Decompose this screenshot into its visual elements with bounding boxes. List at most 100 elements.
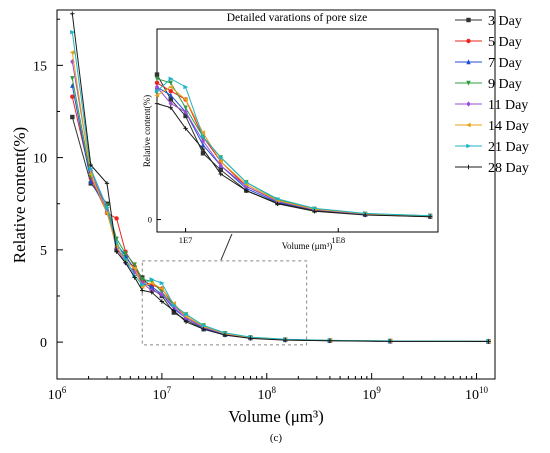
data-point bbox=[201, 323, 207, 328]
inset-data-point bbox=[168, 88, 173, 94]
inset-data-point bbox=[275, 201, 280, 207]
data-point bbox=[159, 299, 165, 304]
zoom-region-box bbox=[141, 260, 308, 346]
legend-item: 5 Day bbox=[455, 35, 522, 50]
legend-label: 28 Day bbox=[488, 161, 529, 176]
series-line bbox=[71, 32, 489, 342]
legend-label: 11 Day bbox=[488, 98, 528, 113]
inset-x-tick-label: 1E8 bbox=[331, 235, 345, 245]
legend-swatch-marker bbox=[466, 164, 471, 170]
y-tick-label: 0 bbox=[40, 336, 47, 351]
inset-data-point bbox=[218, 167, 223, 173]
inset-data-point bbox=[168, 80, 173, 86]
data-point bbox=[70, 94, 75, 99]
data-point bbox=[387, 339, 393, 344]
data-point bbox=[88, 178, 93, 184]
x-tick-label: 108 bbox=[258, 385, 277, 403]
inset-data-point bbox=[154, 101, 160, 106]
inset-frame bbox=[156, 28, 439, 233]
legend-label: 7 Day bbox=[488, 56, 522, 71]
legend-item: 7 Day bbox=[455, 56, 522, 71]
legend-item: 21 Day bbox=[455, 140, 529, 155]
legend-swatch-marker bbox=[465, 122, 471, 128]
inset-data-point bbox=[183, 109, 188, 115]
legend-swatch-marker bbox=[466, 143, 472, 149]
legend-label: 14 Day bbox=[488, 119, 529, 134]
inset-data-point bbox=[154, 84, 160, 90]
inset-data-point bbox=[244, 188, 249, 193]
data-point bbox=[123, 256, 129, 262]
inset-data-point bbox=[168, 97, 173, 102]
legend-swatch-marker bbox=[466, 101, 471, 107]
inset-data-point bbox=[218, 163, 223, 169]
inset-data-point bbox=[200, 134, 206, 139]
data-point bbox=[70, 29, 76, 35]
inset-data-point bbox=[168, 84, 173, 90]
legend-item: 14 Day bbox=[455, 119, 529, 134]
inset-ticks: 1E7 1E8 0 bbox=[148, 215, 345, 245]
inset-data-point bbox=[154, 80, 160, 86]
data-point bbox=[159, 280, 165, 286]
inset-data-point bbox=[275, 196, 281, 202]
inset-data-point bbox=[312, 209, 317, 214]
y-tick-label: 15 bbox=[33, 59, 47, 74]
data-point bbox=[222, 330, 228, 336]
data-point bbox=[222, 332, 228, 338]
inset-y-axis-title: Relative content(%) bbox=[142, 95, 152, 167]
legend-label: 3 Day bbox=[488, 14, 522, 29]
data-point bbox=[114, 249, 119, 254]
inset-data-point bbox=[427, 214, 433, 219]
data-point bbox=[123, 260, 128, 265]
legend-swatch-marker bbox=[466, 38, 471, 44]
inset-data-point bbox=[244, 183, 249, 190]
inset-data-point bbox=[200, 130, 206, 135]
inset-data-point bbox=[218, 171, 223, 177]
figure-caption: (c) bbox=[270, 432, 283, 444]
main-plot-frame bbox=[56, 9, 496, 380]
inset-data-point bbox=[182, 97, 188, 102]
inset-data-point bbox=[183, 84, 189, 90]
legend-swatch-marker bbox=[466, 80, 471, 86]
legend: 3 Day 5 Day 7 Day 9 Day 11 Day 14 Day 21 Day 28… bbox=[455, 14, 529, 176]
inset-data-point bbox=[168, 100, 173, 107]
data-point bbox=[248, 336, 253, 341]
inset-data-point bbox=[200, 142, 206, 148]
inset-data-point bbox=[154, 88, 160, 94]
data-point bbox=[114, 216, 119, 221]
inset-data-point bbox=[218, 155, 224, 160]
inset-series-6 bbox=[154, 84, 433, 219]
series-8 bbox=[70, 11, 491, 344]
data-point bbox=[70, 58, 75, 65]
data-point bbox=[159, 286, 165, 291]
data-point bbox=[183, 312, 189, 317]
x-tick-label: 1010 bbox=[465, 385, 489, 403]
inset-data-point bbox=[183, 113, 188, 119]
x-tick-label: 107 bbox=[153, 385, 172, 403]
legend-swatch-marker bbox=[466, 59, 471, 65]
y-tick-label: 10 bbox=[33, 152, 47, 167]
legend-item: 9 Day bbox=[455, 77, 522, 92]
legend-swatch-marker bbox=[466, 17, 471, 23]
y-tick-label: 5 bbox=[40, 244, 47, 259]
inset-series-line bbox=[156, 78, 431, 217]
legend-item: 28 Day bbox=[455, 161, 529, 176]
data-point bbox=[88, 162, 93, 168]
inset-x-tick-label: 1E7 bbox=[179, 235, 193, 245]
inset-data-point bbox=[168, 92, 173, 98]
main-y-ticks: 0 5 10 15 bbox=[33, 18, 63, 351]
data-point bbox=[70, 11, 75, 16]
data-point bbox=[149, 277, 155, 282]
data-point bbox=[69, 50, 75, 55]
inset-data-point bbox=[200, 151, 206, 156]
inset-series-line bbox=[156, 103, 431, 218]
series-line bbox=[71, 13, 489, 342]
data-point bbox=[123, 251, 128, 257]
inset-data-point bbox=[200, 146, 206, 152]
data-point bbox=[171, 303, 177, 308]
legend-label: 21 Day bbox=[488, 140, 529, 155]
data-point bbox=[183, 319, 189, 325]
data-point bbox=[104, 181, 110, 186]
y-axis-title: Relative content(%) bbox=[10, 127, 29, 263]
inset-data-point bbox=[312, 206, 318, 211]
legend-label: 9 Day bbox=[488, 77, 522, 92]
